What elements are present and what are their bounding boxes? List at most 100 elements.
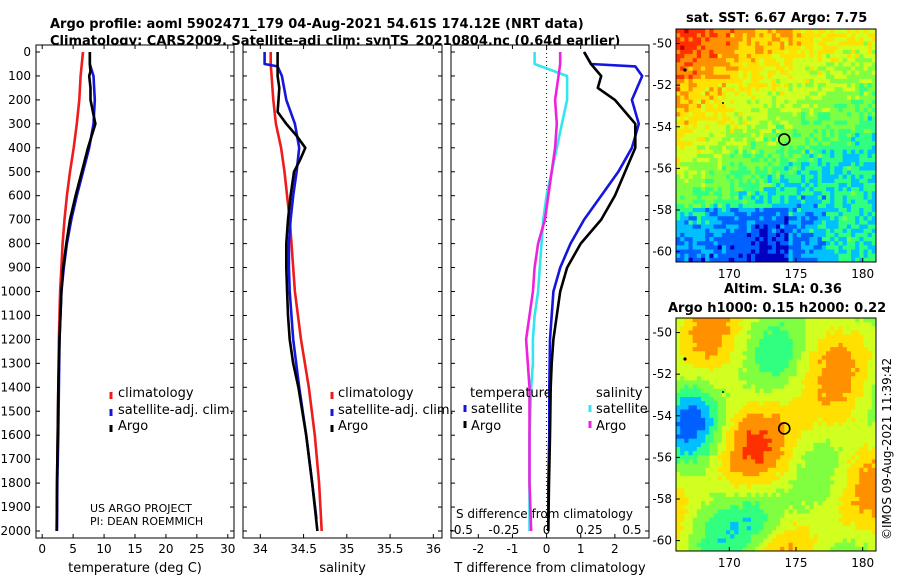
map-cell (788, 37, 794, 43)
map-cell (767, 70, 773, 76)
map-cell (717, 153, 723, 159)
map-cell (717, 501, 723, 506)
map-cell (780, 45, 785, 51)
map-cell (830, 166, 835, 172)
map-cell (763, 191, 769, 197)
map-cell (705, 228, 710, 234)
map-cell (726, 355, 731, 361)
map-cell (780, 521, 785, 527)
map-cell (771, 409, 777, 415)
map-cell (805, 112, 810, 117)
map-cell (701, 496, 706, 502)
map-cell (696, 224, 702, 230)
map-cell (780, 49, 785, 55)
map-cell (796, 380, 802, 386)
map-cell (817, 174, 823, 180)
map-cell (726, 330, 731, 336)
map-cell (796, 145, 802, 151)
map-cell (817, 66, 823, 72)
map-cell (767, 149, 773, 155)
map-cell (755, 74, 760, 80)
map-cell (767, 471, 773, 477)
map-cell (680, 78, 685, 84)
map-cell (734, 455, 740, 461)
map-cell (726, 116, 731, 122)
map-cell (730, 530, 735, 535)
map-cell (717, 342, 723, 348)
map-cell (871, 83, 876, 88)
map-cell (771, 534, 777, 540)
map-cell (676, 199, 681, 205)
map-cell (726, 505, 731, 510)
map-cell (826, 99, 831, 105)
map-cell (688, 326, 694, 332)
map-cell (851, 237, 856, 242)
map-cell (792, 141, 798, 147)
map-cell (796, 112, 802, 117)
map-cell (726, 137, 731, 142)
map-cell (721, 372, 727, 377)
map-cell (701, 463, 706, 469)
map-cell (796, 484, 802, 490)
map-cell (788, 505, 794, 510)
map-cell (838, 257, 844, 262)
map-cell (721, 380, 727, 386)
map-cell (851, 241, 856, 246)
map-cell (855, 257, 860, 262)
map-cell (738, 542, 744, 548)
map-cell (680, 137, 685, 142)
map-cell (871, 37, 876, 43)
map-cell (801, 492, 806, 498)
map-cell (709, 501, 715, 506)
map-cell (788, 99, 794, 105)
map-cell (746, 249, 752, 255)
map-cell (871, 128, 876, 134)
map-cell (784, 359, 790, 365)
map-cell (713, 120, 719, 126)
map-cell (717, 380, 723, 386)
map-cell (751, 187, 756, 192)
map-cell (776, 45, 781, 51)
map-cell (796, 476, 802, 481)
map-cell (801, 37, 806, 43)
map-cell (726, 488, 731, 494)
map-cell (788, 534, 794, 540)
map-cell (680, 467, 685, 473)
map-cell (771, 228, 777, 234)
map-cell (755, 91, 760, 97)
map-cell (692, 245, 698, 251)
map-cell (709, 74, 715, 80)
map-cell (776, 78, 781, 84)
map-cell (871, 33, 876, 38)
map-cell (776, 534, 781, 540)
sla-map: 170 175 180-50-52-54-56-58-60 (652, 317, 877, 570)
map-cell (717, 459, 723, 465)
map-cell (759, 95, 765, 101)
map-cell (746, 446, 752, 452)
map-cell (684, 342, 690, 348)
map-cell (780, 174, 785, 180)
map-cell (784, 405, 790, 411)
map-cell (763, 157, 769, 163)
map-cell (676, 342, 681, 348)
map-cell (796, 133, 802, 138)
map-cell (751, 330, 756, 336)
map-cell (709, 212, 715, 217)
map-cell (688, 91, 694, 97)
map-cell (801, 124, 806, 130)
map-cell (863, 228, 869, 234)
map-cell (751, 459, 756, 465)
map-cell (713, 459, 719, 465)
map-cell (821, 182, 827, 188)
map-cell (688, 187, 694, 192)
map-cell (776, 334, 781, 340)
map-cell (746, 29, 752, 34)
map-cell (826, 241, 831, 246)
map-cell (680, 162, 685, 167)
map-cell (842, 157, 848, 163)
map-cell (688, 203, 694, 209)
map-cell (701, 546, 706, 551)
map-cell (771, 29, 777, 34)
map-cell (742, 112, 748, 117)
map-cell (717, 397, 723, 402)
